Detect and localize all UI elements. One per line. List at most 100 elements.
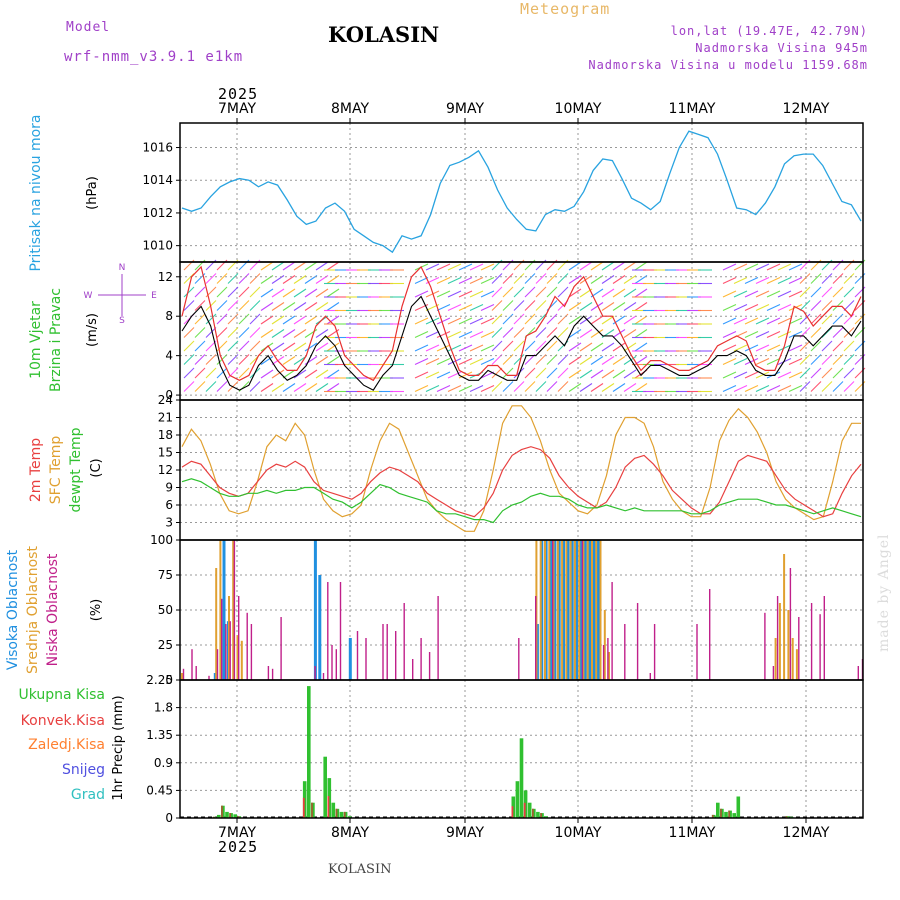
wind-barb [766,263,781,271]
wind-barb [546,381,558,392]
wind-barb [733,385,748,392]
wind-barb [733,304,748,311]
cloud-bar [233,540,236,680]
wind-barb [799,286,811,298]
wind-barb [194,327,206,338]
wind-barb [590,383,604,392]
wind-barb [304,383,318,392]
wind-barb [623,288,637,298]
wind-barb [612,275,626,284]
wind-barb [810,313,822,325]
precip-mixed-bar [711,814,714,818]
t2m-legend: 2m Temp [28,438,44,502]
y-tick-label: 21 [158,411,173,425]
wind-barb [821,367,833,379]
cloud-bar [778,603,781,680]
wind-barb [744,304,759,311]
wind-barb [733,290,748,298]
cloud-bar [649,673,651,680]
wind-barb [227,300,239,311]
wind-barb [249,286,261,298]
wind-barb [458,385,473,392]
wind-barb [491,381,503,392]
wind-barb [458,263,473,271]
cloud-bar [636,603,639,680]
wind-barb [205,327,217,338]
y-tick-label: 12 [158,463,173,477]
wind-barb [524,367,536,379]
cloud-bar [420,638,422,680]
wind-barb [612,261,626,271]
wind-barb [755,331,770,338]
wind-barb [183,327,195,338]
wind-barb [579,302,593,311]
wind-barb [447,331,462,338]
gust-line [181,265,862,382]
wind-barb [843,327,855,338]
wind-barb [524,381,536,392]
wind-barb [315,261,329,271]
wind-barb [579,356,593,365]
wind-ylabel: (m/s) [85,313,100,347]
cloud-bar [221,598,223,680]
wind-barb [612,302,626,311]
cloud-bar [348,638,352,680]
cloud-bar [556,540,559,680]
precip-bar [335,808,340,818]
wind-barb [304,288,318,298]
wind-barb [788,331,803,338]
wind-barb [282,275,296,284]
wind-barb [810,381,822,392]
wind-barb [238,273,250,284]
wind-barb [227,313,239,325]
dewpt-line [181,478,862,524]
wind-barb [502,381,514,392]
wind-barb [832,354,844,365]
wind-barb [436,344,451,352]
compass-s: S [119,316,125,326]
wind-barb [777,344,792,352]
precip-bar [233,814,237,818]
y-tick-label: 9 [165,481,173,495]
cloud-bar [246,612,248,680]
wind-barb [447,385,462,392]
cloud-bar [437,596,439,680]
wind-barb [733,263,748,271]
wind-barb [326,275,340,284]
wind-barb [469,263,484,271]
wind-barb [227,273,239,284]
wind-barb [843,286,855,298]
cloud-bar [653,624,656,680]
wind-barb [546,367,558,379]
cloud-bar [222,540,226,680]
mid-cloud-legend: Srednja Oblacnost [25,546,41,674]
precip-mixed-bar [221,805,223,818]
cloud-bar [783,554,786,680]
wind-barb [766,331,781,338]
wind-barb [304,315,318,325]
cloud-bar [540,540,544,680]
day-label-top: 8MAY [331,101,369,117]
wind-barb [293,288,307,298]
wind-barb [513,313,525,325]
wind-barb [271,275,285,284]
wind-barb [502,313,514,325]
wind-barb [238,327,250,338]
day-label-top: 9MAY [446,101,484,117]
wind-barb [722,385,737,392]
wind-barb [447,277,462,284]
wind-barb [590,302,604,311]
y-tick-label: 15 [158,446,173,460]
wind-barb [513,381,525,392]
wind-barb [557,381,569,392]
cloud-bar [764,612,766,680]
wind-barb [194,340,206,352]
wind-barb [194,381,206,392]
wind-barb [238,300,250,311]
wind-barb [799,273,811,284]
year-label-top: 2025 [218,85,259,103]
wind-barb [205,381,217,392]
wind-barb [799,340,811,352]
precip-legend-4: Grad [71,787,105,803]
wind-barb [304,342,318,352]
